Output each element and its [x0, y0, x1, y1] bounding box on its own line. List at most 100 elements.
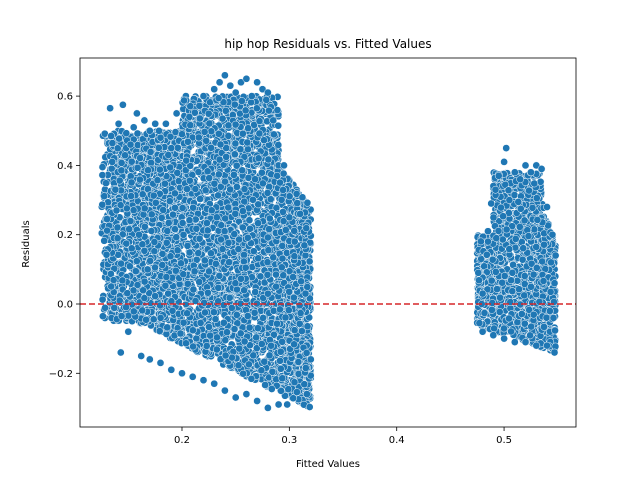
data-point: [102, 179, 110, 188]
data-point: [245, 360, 253, 369]
data-point: [127, 244, 136, 253]
data-point: [180, 96, 188, 105]
data-point: [178, 204, 187, 212]
data-point: [164, 219, 173, 227]
data-point: [279, 271, 288, 280]
data-point: [281, 313, 290, 322]
data-point: [140, 204, 149, 213]
data-point: [149, 315, 158, 324]
data-point: [221, 214, 230, 223]
data-point: [129, 206, 138, 215]
data-point: [221, 177, 229, 186]
data-point: [244, 173, 253, 182]
data-point: [255, 117, 264, 125]
data-point: [224, 132, 233, 140]
data-point: [195, 278, 204, 286]
data-point: [186, 121, 195, 130]
data-point: [251, 288, 260, 296]
data-point: [174, 177, 183, 185]
data-point: [168, 306, 177, 315]
data-point: [121, 151, 129, 160]
data-point: [166, 163, 175, 172]
data-point: [150, 238, 159, 246]
data-point: [191, 185, 200, 193]
data-point: [179, 230, 188, 239]
data-point: [267, 385, 276, 393]
data-point: [182, 339, 190, 348]
data-point: [285, 287, 294, 296]
data-point: [178, 219, 187, 227]
data-point: [171, 203, 179, 212]
data-point: [246, 224, 254, 233]
data-point: [169, 210, 177, 219]
data-point: [157, 214, 166, 222]
data-point: [259, 179, 267, 188]
data-point: [162, 238, 171, 247]
data-point: [228, 353, 236, 362]
data-point: [103, 226, 111, 235]
data-point: [215, 155, 224, 164]
data-point: [205, 174, 214, 182]
data-point: [254, 254, 263, 263]
data-point: [251, 175, 259, 184]
data-point: [179, 270, 188, 279]
data-point: [235, 344, 244, 353]
data-point: [234, 245, 243, 253]
data-point: [273, 319, 281, 328]
data-point: [249, 351, 258, 360]
data-point: [270, 130, 278, 139]
data-point: [117, 259, 125, 268]
data-point: [259, 314, 267, 322]
data-point: [126, 217, 135, 225]
data-point: [230, 325, 239, 333]
points-layer: [97, 71, 560, 412]
data-point: [303, 283, 312, 291]
data-point: [189, 203, 197, 212]
data-point: [294, 370, 303, 378]
data-point: [278, 374, 287, 383]
data-point: [125, 262, 134, 271]
data-point: [221, 351, 230, 360]
data-point: [196, 319, 205, 327]
data-point: [257, 366, 266, 375]
data-point: [212, 345, 221, 354]
data-point: [132, 257, 141, 265]
data-point: [238, 223, 247, 232]
data-point: [163, 227, 172, 235]
data-point: [173, 143, 182, 152]
data-point: [158, 261, 167, 269]
data-point: [269, 253, 278, 262]
data-point: [244, 145, 252, 154]
data-point: [221, 336, 230, 345]
data-point: [272, 282, 280, 291]
data-point: [218, 114, 227, 123]
data-point: [173, 169, 182, 177]
data-point: [201, 308, 209, 317]
data-point: [214, 191, 222, 200]
data-point: [225, 293, 234, 302]
data-point: [245, 323, 254, 332]
data-point: [303, 198, 312, 207]
data-point: [156, 165, 164, 174]
data-point: [263, 258, 272, 267]
data-point: [212, 259, 220, 268]
data-point: [301, 251, 310, 260]
data-point: [147, 158, 155, 167]
data-point: [268, 367, 277, 376]
data-point: [207, 249, 215, 258]
data-point: [176, 329, 185, 338]
data-point: [139, 210, 148, 219]
data-point: [207, 127, 216, 136]
data-point: [185, 248, 194, 257]
data-point: [211, 315, 220, 324]
data-point: [99, 312, 107, 321]
data-point: [183, 309, 191, 318]
data-point: [212, 213, 221, 222]
data-point: [127, 178, 136, 187]
data-point: [142, 315, 150, 324]
data-point: [139, 286, 147, 295]
data-point: [115, 176, 124, 185]
data-point: [298, 193, 307, 202]
data-point: [207, 206, 216, 215]
data-point: [118, 276, 127, 285]
